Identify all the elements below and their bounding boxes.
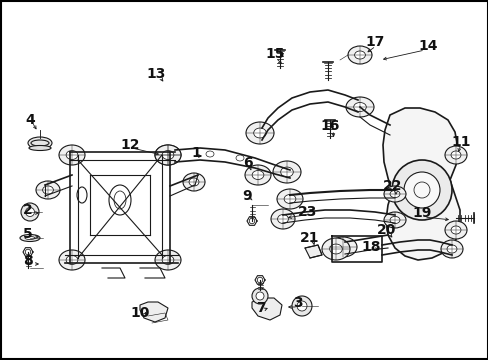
- Ellipse shape: [353, 103, 366, 112]
- Ellipse shape: [109, 185, 131, 215]
- Ellipse shape: [162, 256, 174, 265]
- Circle shape: [25, 207, 35, 216]
- Text: 18: 18: [361, 240, 380, 254]
- Text: 14: 14: [417, 39, 437, 53]
- Ellipse shape: [383, 186, 405, 202]
- Ellipse shape: [155, 145, 181, 165]
- Ellipse shape: [42, 186, 53, 194]
- Ellipse shape: [446, 245, 456, 253]
- Text: 12: 12: [120, 138, 140, 152]
- Ellipse shape: [35, 141, 45, 145]
- Circle shape: [403, 172, 439, 208]
- Text: 21: 21: [300, 231, 319, 245]
- Text: 19: 19: [411, 206, 431, 220]
- Ellipse shape: [440, 240, 462, 258]
- Ellipse shape: [36, 181, 60, 199]
- Ellipse shape: [25, 237, 35, 239]
- Ellipse shape: [189, 178, 199, 186]
- Text: 11: 11: [450, 135, 470, 149]
- Ellipse shape: [155, 250, 181, 270]
- Text: 9: 9: [242, 189, 251, 203]
- Polygon shape: [305, 245, 321, 258]
- Ellipse shape: [205, 151, 214, 157]
- Ellipse shape: [59, 145, 85, 165]
- Circle shape: [21, 203, 39, 221]
- Text: 6: 6: [243, 156, 252, 170]
- Ellipse shape: [450, 151, 460, 159]
- Circle shape: [256, 292, 264, 300]
- Ellipse shape: [383, 212, 405, 228]
- Ellipse shape: [444, 221, 466, 239]
- Ellipse shape: [346, 97, 373, 117]
- Circle shape: [296, 301, 306, 311]
- Ellipse shape: [280, 167, 293, 177]
- Text: 3: 3: [293, 296, 302, 310]
- Ellipse shape: [354, 51, 365, 59]
- Polygon shape: [382, 108, 459, 260]
- Text: 17: 17: [365, 35, 384, 49]
- Ellipse shape: [183, 173, 204, 191]
- Ellipse shape: [236, 155, 244, 161]
- Polygon shape: [140, 302, 168, 322]
- Ellipse shape: [321, 238, 349, 260]
- Ellipse shape: [284, 194, 295, 203]
- Ellipse shape: [28, 137, 52, 149]
- Text: 22: 22: [383, 179, 402, 193]
- Ellipse shape: [328, 237, 356, 257]
- Ellipse shape: [450, 226, 460, 234]
- Text: 4: 4: [25, 113, 35, 127]
- Ellipse shape: [347, 46, 371, 64]
- Ellipse shape: [31, 140, 49, 146]
- Circle shape: [291, 296, 311, 316]
- Ellipse shape: [336, 243, 348, 252]
- Ellipse shape: [77, 187, 87, 203]
- Ellipse shape: [389, 190, 399, 198]
- Ellipse shape: [270, 209, 294, 229]
- Text: 7: 7: [256, 301, 265, 315]
- Text: 8: 8: [23, 254, 33, 268]
- Ellipse shape: [272, 161, 301, 183]
- Text: 10: 10: [130, 306, 149, 320]
- Circle shape: [251, 288, 267, 304]
- Text: 5: 5: [23, 227, 33, 241]
- Text: 2: 2: [23, 203, 33, 217]
- Ellipse shape: [59, 250, 85, 270]
- Circle shape: [391, 160, 451, 220]
- Ellipse shape: [277, 215, 288, 224]
- Ellipse shape: [29, 145, 51, 150]
- Ellipse shape: [276, 189, 303, 209]
- Polygon shape: [251, 298, 282, 320]
- Ellipse shape: [66, 256, 78, 265]
- Ellipse shape: [252, 171, 264, 180]
- Ellipse shape: [20, 234, 40, 242]
- Ellipse shape: [162, 150, 174, 159]
- Text: 23: 23: [298, 205, 317, 219]
- Ellipse shape: [155, 145, 181, 165]
- Ellipse shape: [162, 150, 174, 159]
- Ellipse shape: [66, 150, 78, 159]
- Ellipse shape: [253, 128, 266, 138]
- Ellipse shape: [444, 146, 466, 164]
- Ellipse shape: [389, 216, 399, 224]
- Text: 20: 20: [377, 223, 396, 237]
- Text: 13: 13: [146, 67, 165, 81]
- Ellipse shape: [245, 122, 273, 144]
- Text: 16: 16: [320, 119, 339, 133]
- Text: 1: 1: [191, 146, 201, 160]
- Ellipse shape: [329, 244, 342, 254]
- Text: 15: 15: [264, 47, 284, 61]
- Ellipse shape: [244, 165, 270, 185]
